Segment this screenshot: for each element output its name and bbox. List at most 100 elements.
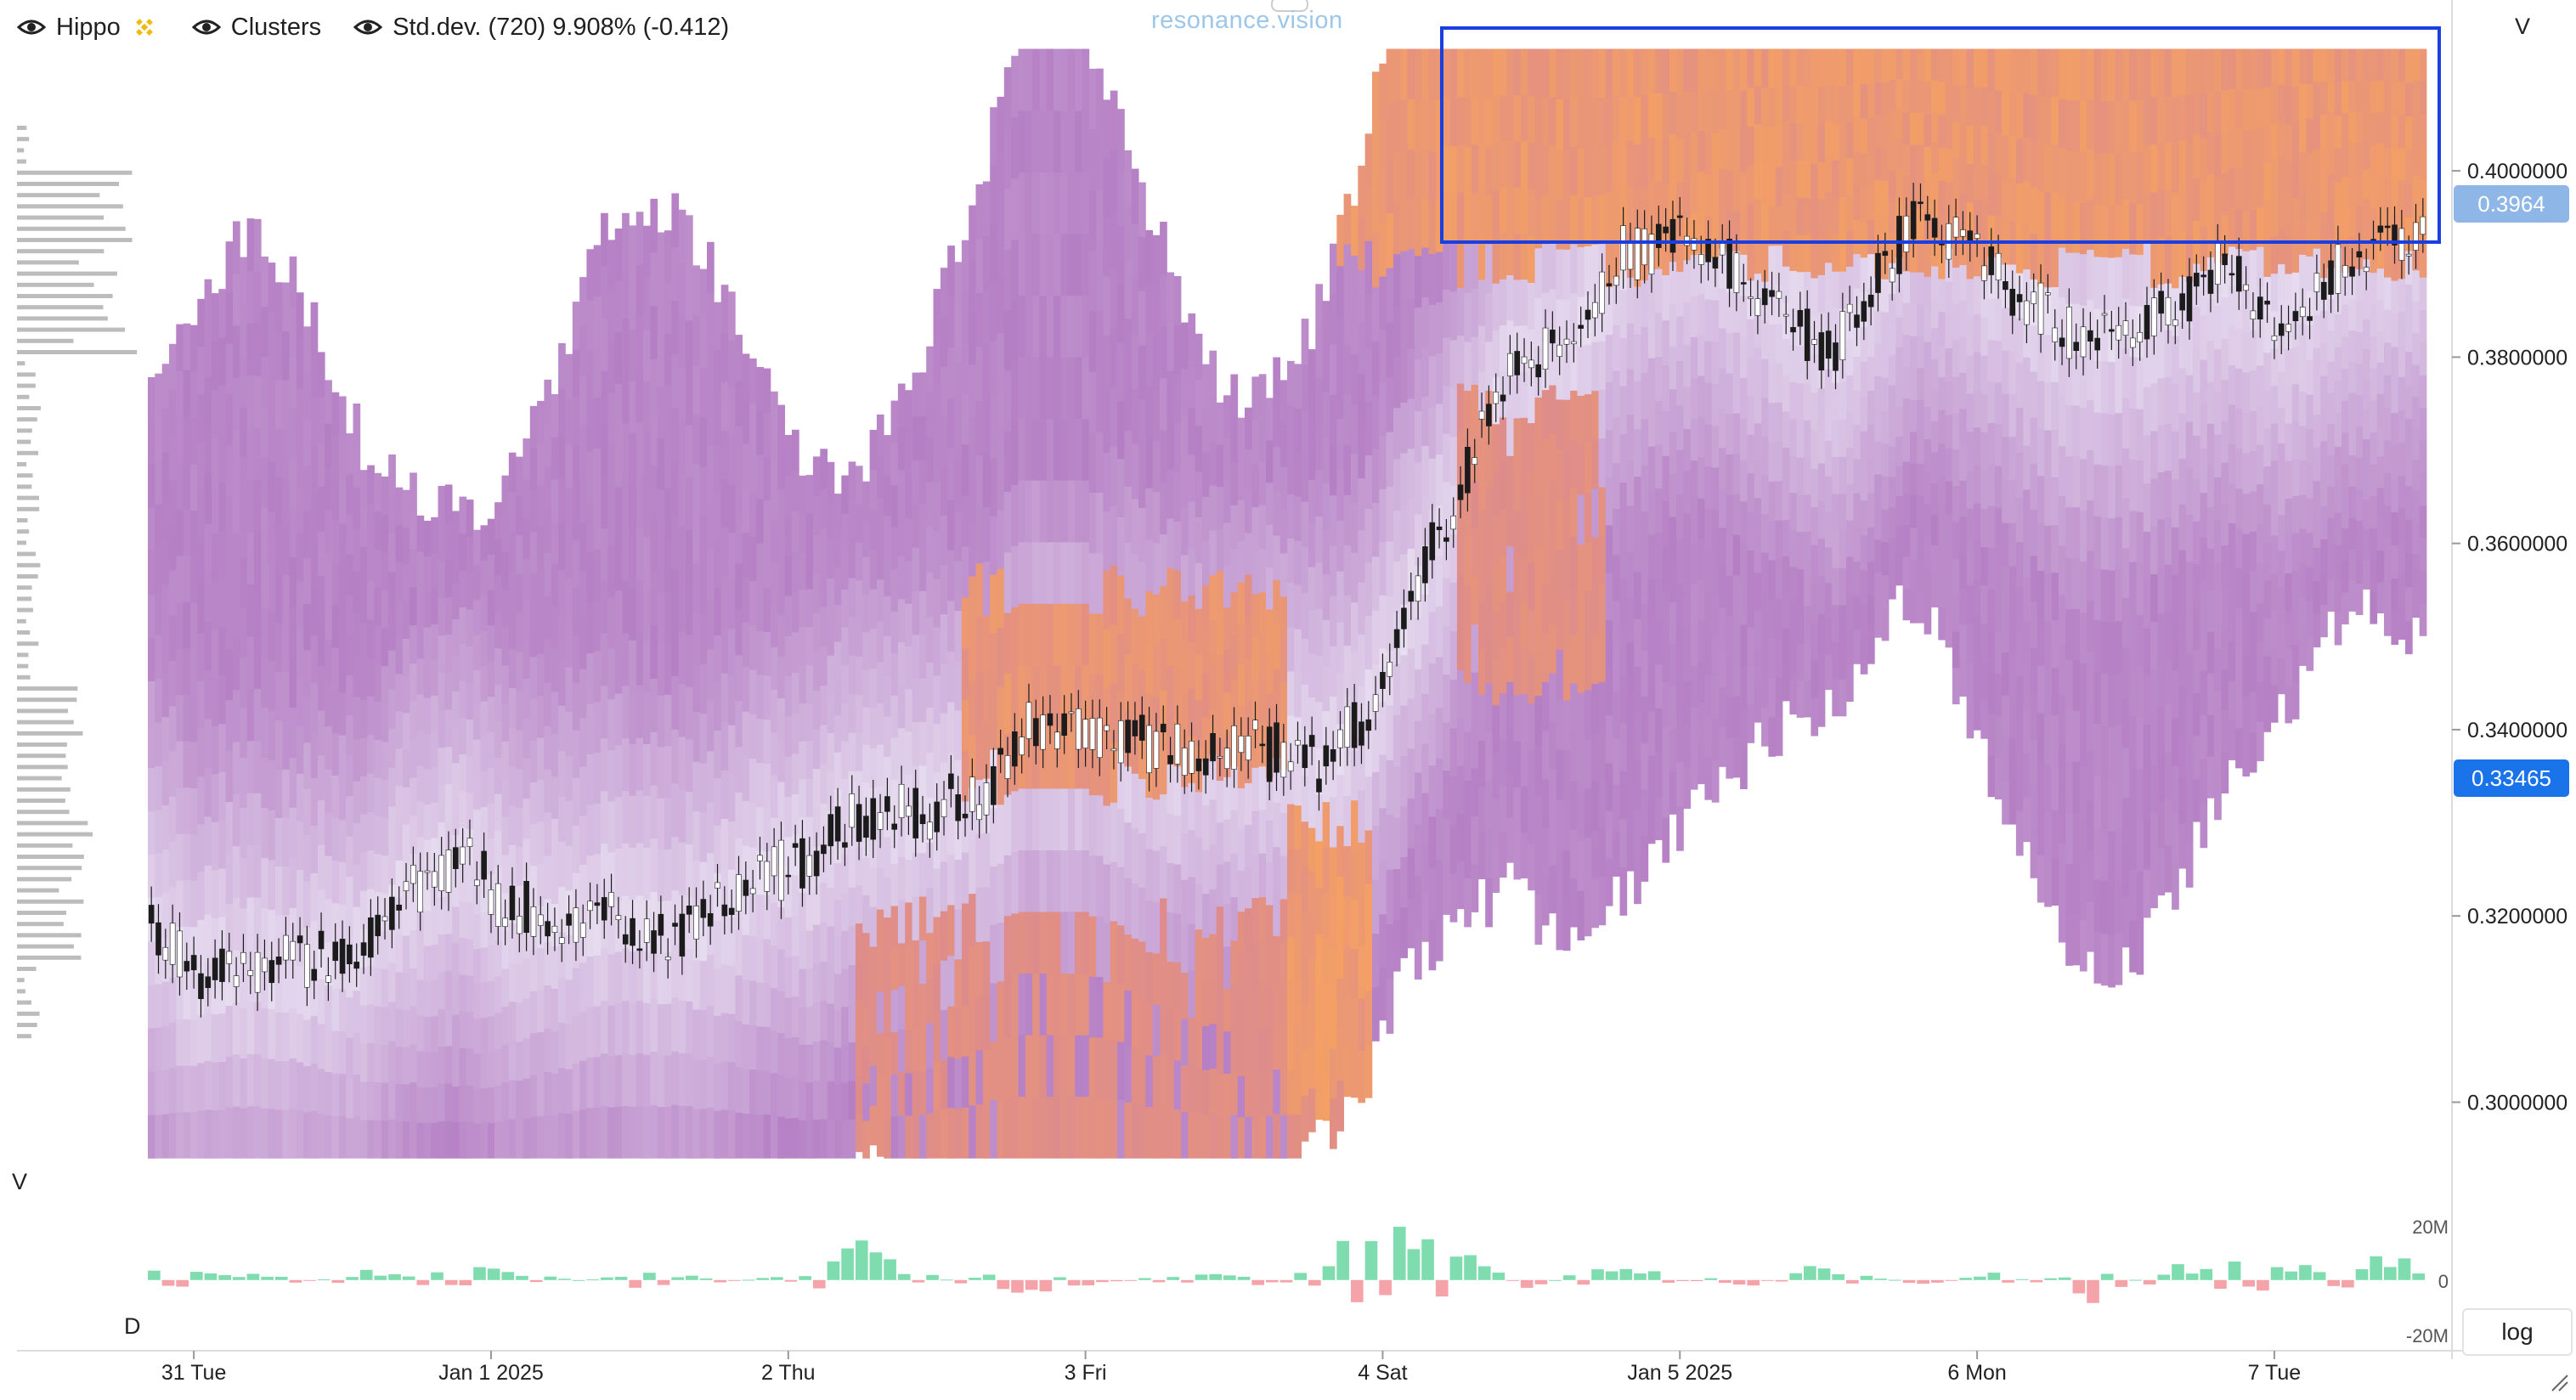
- heatmap-cell: [1676, 360, 1684, 406]
- heatmap-cell: [812, 690, 821, 731]
- heatmap-cell: [1811, 163, 1819, 202]
- heatmap-cell: [1301, 638, 1309, 685]
- heatmap-cell: [699, 318, 708, 369]
- heatmap-cell: [353, 822, 361, 866]
- heatmap-cell: [1726, 373, 1734, 415]
- heatmap-cell: [1477, 833, 1486, 879]
- heatmap-cell: [1570, 97, 1578, 147]
- heatmap-cell: [947, 904, 955, 957]
- heatmap-cell: [346, 635, 353, 675]
- heatmap-cell: [1336, 520, 1344, 572]
- heatmap-cell: [325, 380, 332, 424]
- heatmap-cell: [1570, 342, 1578, 391]
- heatmap-cell: [303, 788, 311, 835]
- heatmap-cell: [2072, 99, 2081, 151]
- heatmap-cell: [1598, 438, 1607, 488]
- heatmap-cell: [841, 703, 849, 742]
- heatmap-cell: [1938, 279, 1946, 313]
- heatmap-cell: [537, 653, 545, 696]
- heatmap-cell: [678, 314, 686, 369]
- heatmap-cell: [1485, 292, 1493, 342]
- profile-bar: [17, 955, 82, 960]
- cluster-heatmap[interactable]: [148, 48, 2427, 1159]
- heatmap-cell: [1952, 667, 1960, 705]
- heatmap-cell: [1294, 937, 1302, 982]
- heatmap-cell: [1449, 194, 1458, 244]
- heatmap-cell: [990, 107, 997, 167]
- heatmap-cell: [1025, 418, 1033, 481]
- heatmap-cell: [1294, 1025, 1302, 1070]
- heatmap-cell: [529, 823, 538, 867]
- heatmap-cell: [1280, 899, 1288, 943]
- heatmap-cell: [1704, 173, 1713, 217]
- heatmap-cell: [671, 1104, 680, 1159]
- heatmap-cell: [1082, 541, 1090, 604]
- heatmap-cell: [1506, 500, 1514, 547]
- heatmap-cell: [1464, 390, 1472, 440]
- heatmap-cell: [161, 893, 170, 938]
- heatmap-cell: [480, 525, 489, 562]
- heatmap-cell: [1386, 432, 1394, 488]
- heatmap-cell: [629, 329, 637, 381]
- heatmap-cell: [1443, 433, 1450, 483]
- heatmap-cell: [1266, 905, 1274, 948]
- heatmap-cell: [466, 719, 474, 757]
- heatmap-cell: [388, 1002, 396, 1042]
- heatmap-cell: [1577, 98, 1585, 149]
- heatmap-cell: [183, 694, 191, 742]
- heatmap-cell: [699, 1009, 708, 1060]
- heatmap-cell: [1796, 234, 1805, 273]
- heatmap-cell: [643, 847, 651, 900]
- heatmap-cell: [1719, 646, 1726, 687]
- heatmap-cell: [274, 817, 283, 867]
- heatmap-cell: [1315, 284, 1323, 331]
- heatmap-cell: [1966, 508, 1974, 547]
- heatmap-cell: [990, 983, 997, 1042]
- heatmap-cell: [1188, 923, 1196, 971]
- heatmap-cell: [1456, 383, 1465, 432]
- heatmap-cell: [303, 557, 311, 605]
- heatmap-cell: [735, 426, 743, 472]
- heatmap-cell: [1889, 48, 1896, 80]
- heatmap-cell: [1400, 200, 1408, 251]
- heatmap-cell: [1980, 393, 1988, 432]
- heatmap-cell: [2072, 353, 2081, 406]
- heatmap-cell: [2065, 150, 2073, 202]
- heatmap-cell: [1584, 738, 1592, 789]
- heatmap-cell: [848, 500, 856, 539]
- heatmap-cell: [1662, 319, 1670, 366]
- heatmap-cell: [1181, 601, 1189, 648]
- heatmap-cell: [2030, 140, 2038, 188]
- heatmap-cell: [1046, 541, 1054, 604]
- heatmap-cell: [636, 369, 644, 423]
- heatmap-cell: [1832, 197, 1839, 235]
- heatmap-cell: [777, 530, 785, 573]
- heatmap-cell: [558, 478, 566, 525]
- heatmap-cell: [1698, 171, 1705, 213]
- heatmap-cell: [310, 1015, 319, 1064]
- heatmap-cell: [346, 1117, 353, 1159]
- heatmap-cell: [1358, 529, 1365, 583]
- heatmap-cell: [1330, 494, 1337, 546]
- heatmap-cell: [586, 552, 595, 603]
- heatmap-cell: [841, 778, 849, 817]
- heatmap-cell: [601, 212, 608, 267]
- heatmap-cell: [388, 533, 396, 573]
- heatmap-cell: [1386, 540, 1394, 596]
- heatmap-cell: [240, 757, 247, 809]
- heatmap-cell: [1046, 1096, 1054, 1159]
- heatmap-cell: [997, 627, 1005, 687]
- heatmap-cell: [289, 556, 297, 608]
- heatmap-cell: [1647, 93, 1656, 138]
- heatmap-cell: [1386, 486, 1394, 542]
- heatmap-cell: [1294, 893, 1302, 938]
- heatmap-cell: [1117, 633, 1125, 692]
- heatmap-cell: [2023, 709, 2031, 754]
- heatmap-cell: [487, 554, 495, 590]
- heatmap-cell: [1003, 188, 1012, 250]
- heatmap-cell: [1152, 952, 1161, 1005]
- heatmap-cell: [833, 1084, 842, 1122]
- heatmap-cell: [338, 650, 347, 693]
- heatmap-cell: [190, 833, 198, 881]
- heatmap-cell: [296, 629, 304, 678]
